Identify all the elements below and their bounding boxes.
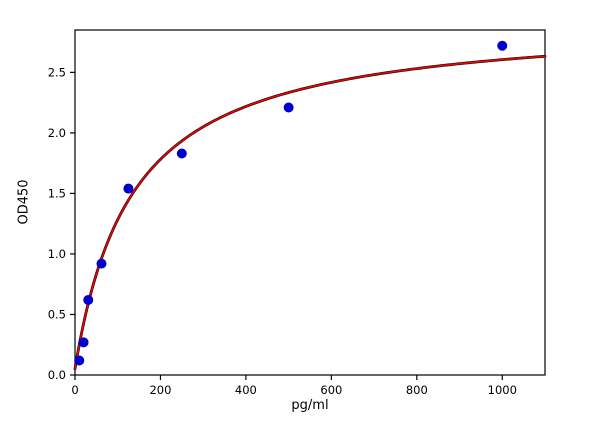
x-tick-label: 400 [235,383,257,397]
data-point [78,337,89,348]
x-tick-label: 800 [406,383,428,397]
x-tick-label: 200 [149,383,171,397]
y-tick-label: 2.0 [48,126,66,140]
x-tick-label: 0 [71,383,78,397]
x-tick-label: 1000 [488,383,517,397]
data-point [123,183,134,194]
x-axis-label: pg/ml [291,398,329,413]
y-axis-label: OD450 [16,179,32,225]
y-tick-label: 1.5 [48,186,66,200]
y-tick-label: 0.0 [48,368,66,382]
data-point [176,148,187,159]
data-point [497,40,508,51]
data-point [83,294,94,305]
y-tick-label: 0.5 [48,307,66,321]
x-tick-label: 600 [320,383,342,397]
y-tick-label: 2.5 [48,65,66,79]
fit-curve [74,55,546,370]
y-tick-label: 1.0 [48,247,66,261]
data-point [283,102,294,113]
data-point [96,258,107,269]
plot-border [74,29,546,376]
data-point [74,355,85,366]
fit-curve-underlay [73,54,547,371]
